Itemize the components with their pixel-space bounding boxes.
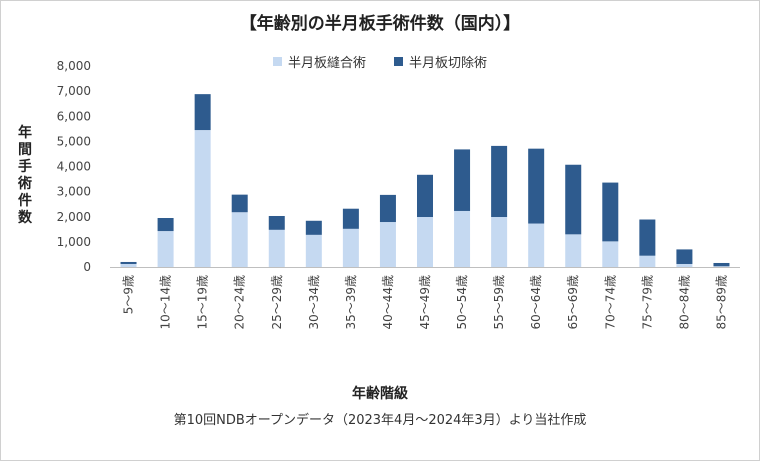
- bar-suture: [305, 234, 322, 267]
- legend-swatch-suture: [272, 57, 282, 66]
- x-tick-label: 70～74歳: [603, 275, 617, 330]
- bar-suture: [528, 223, 545, 267]
- x-tick-label: 60～64歳: [529, 275, 543, 330]
- legend-swatch-resection: [394, 57, 403, 66]
- bar-resection: [565, 164, 582, 235]
- x-tick-label: 65～69歳: [566, 275, 580, 330]
- source-note: 第10回NDBオープンデータ（2023年4月～2024年3月）より当社作成: [173, 413, 587, 428]
- bar-resection: [157, 218, 174, 232]
- y-tick-label: 8,000: [57, 59, 91, 73]
- bar-suture: [565, 234, 582, 267]
- legend-label-resection: 半月板切除術: [409, 56, 488, 71]
- y-axis-label: 年間手術件数: [15, 125, 35, 227]
- bar-resection: [454, 149, 471, 211]
- y-axis-label-char: 術: [18, 176, 32, 192]
- bar-resection: [639, 219, 656, 256]
- legend: 半月板縫合術 半月板切除術: [0, 52, 760, 71]
- bar-resection: [713, 262, 730, 267]
- bar-resection: [379, 194, 396, 223]
- x-tick-label: 50～54歳: [455, 275, 469, 330]
- y-tick-label: 0: [83, 260, 91, 274]
- y-axis-label-char: 年: [18, 125, 32, 141]
- bar-suture: [342, 228, 359, 267]
- legend-label-suture: 半月板縫合術: [287, 56, 366, 71]
- bar-resection: [491, 145, 508, 218]
- y-tick-label: 4,000: [57, 160, 91, 174]
- bar-resection: [120, 261, 137, 264]
- bar-suture: [268, 229, 285, 267]
- bar-resection: [417, 174, 433, 218]
- x-tick-label: 35～39歳: [344, 275, 358, 330]
- bar-suture: [417, 217, 433, 267]
- bar-resection: [305, 220, 322, 235]
- bar-suture: [231, 212, 248, 267]
- y-tick-label: 1,000: [57, 235, 91, 249]
- x-tick-label: 10～14歳: [159, 275, 173, 330]
- bar-suture: [713, 266, 730, 267]
- x-tick-label: 45～49歳: [418, 275, 432, 330]
- x-tick-label: 30～34歳: [307, 275, 321, 330]
- y-tick-label: 5,000: [57, 134, 91, 148]
- y-tick-label: 2,000: [57, 210, 91, 224]
- legend-item-suture: 半月板縫合術: [272, 52, 366, 71]
- bar-resection: [194, 94, 211, 131]
- x-tick-label: 75～79歳: [640, 275, 654, 330]
- bar-resection: [602, 182, 619, 242]
- bar-resection: [342, 208, 359, 229]
- chart-title: 【年齢別の半月板手術件数（国内）】: [239, 14, 521, 34]
- x-tick-label: 80～84歳: [677, 275, 691, 330]
- y-tick-label: 7,000: [57, 84, 91, 98]
- x-tick-label: 40～44歳: [381, 275, 395, 330]
- bar-resection: [268, 215, 285, 230]
- bar-resection: [528, 148, 545, 224]
- bar-suture: [602, 241, 619, 267]
- x-tick-label: 15～19歳: [196, 275, 210, 330]
- x-tick-label: 85～89歳: [714, 275, 728, 330]
- x-tick-label: 55～59歳: [492, 275, 506, 330]
- bar-suture: [120, 263, 137, 267]
- legend-item-resection: 半月板切除術: [394, 52, 487, 71]
- bar-suture: [491, 217, 508, 267]
- y-tick-label: 6,000: [57, 109, 91, 123]
- y-axis-label-char: 件: [18, 193, 32, 209]
- bar-suture: [676, 263, 693, 267]
- bar-suture: [639, 255, 656, 267]
- bar-suture: [454, 210, 471, 267]
- bar-resection: [231, 194, 248, 213]
- bar-suture: [194, 130, 211, 267]
- bar-suture: [379, 222, 396, 267]
- x-tick-label: 20～24歳: [233, 275, 247, 330]
- bar-suture: [157, 231, 174, 267]
- x-tick-label: 25～29歳: [270, 275, 284, 330]
- x-axis-label: 年齢階級: [352, 386, 408, 402]
- y-axis-label-char: 手: [18, 159, 32, 175]
- y-axis-label-char: 数: [18, 210, 32, 226]
- y-axis-label-char: 間: [18, 142, 32, 158]
- y-tick-label: 3,000: [57, 185, 91, 199]
- bar-resection: [676, 249, 693, 264]
- x-tick-label: 5～9歳: [122, 275, 136, 314]
